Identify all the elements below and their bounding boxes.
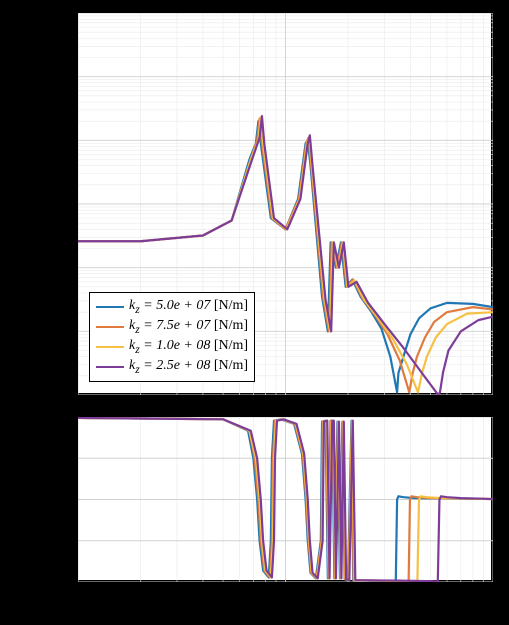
legend-label: kz = 1.0e + 08 [N/m] — [129, 338, 248, 356]
legend: kz = 5.0e + 07 [N/m] kz = 7.5e + 07 [N/m]… — [89, 292, 255, 382]
ytick-label: 90 — [60, 449, 73, 465]
legend-swatch — [96, 306, 124, 309]
xtick-label: 10² — [275, 584, 292, 600]
legend-swatch — [96, 366, 124, 369]
legend-swatch — [96, 326, 124, 329]
ytick-label: 10⁻⁹ — [49, 322, 73, 338]
legend-row: kz = 5.0e + 07 [N/m] — [96, 297, 248, 317]
legend-row: kz = 2.5e + 08 [N/m] — [96, 357, 248, 377]
xtick-label: 10³ — [482, 584, 499, 600]
ytick-label: -90 — [56, 532, 73, 548]
ytick-label: 10⁻⁶ — [49, 131, 73, 147]
legend-label: kz = 5.0e + 07 [N/m] — [129, 298, 248, 316]
legend-row: kz = 7.5e + 07 [N/m] — [96, 317, 248, 337]
legend-label: kz = 7.5e + 07 [N/m] — [129, 318, 248, 336]
ytick-label: 10⁻⁴ — [49, 4, 73, 20]
ytick-label: 10⁻⁸ — [49, 259, 73, 275]
ytick-label: 180 — [54, 408, 74, 424]
legend-label: kz = 2.5e + 08 [N/m] — [129, 358, 248, 376]
phase-plot — [77, 416, 492, 581]
legend-row: kz = 1.0e + 08 [N/m] — [96, 337, 248, 357]
frequency-xlabel: Frequency [Hz] — [235, 601, 330, 618]
ytick-label: 10⁻⁵ — [49, 68, 73, 84]
ytick-label: 0 — [67, 491, 74, 507]
ytick-label: 10⁻¹⁰ — [44, 386, 73, 402]
phase-ylabel: Phase [deg] — [22, 463, 39, 537]
xtick-label: 10¹ — [67, 584, 84, 600]
ytick-label: 10⁻⁷ — [49, 195, 73, 211]
magnitude-ylabel: Amplitude [m/N] — [22, 161, 39, 263]
legend-swatch — [96, 346, 124, 349]
